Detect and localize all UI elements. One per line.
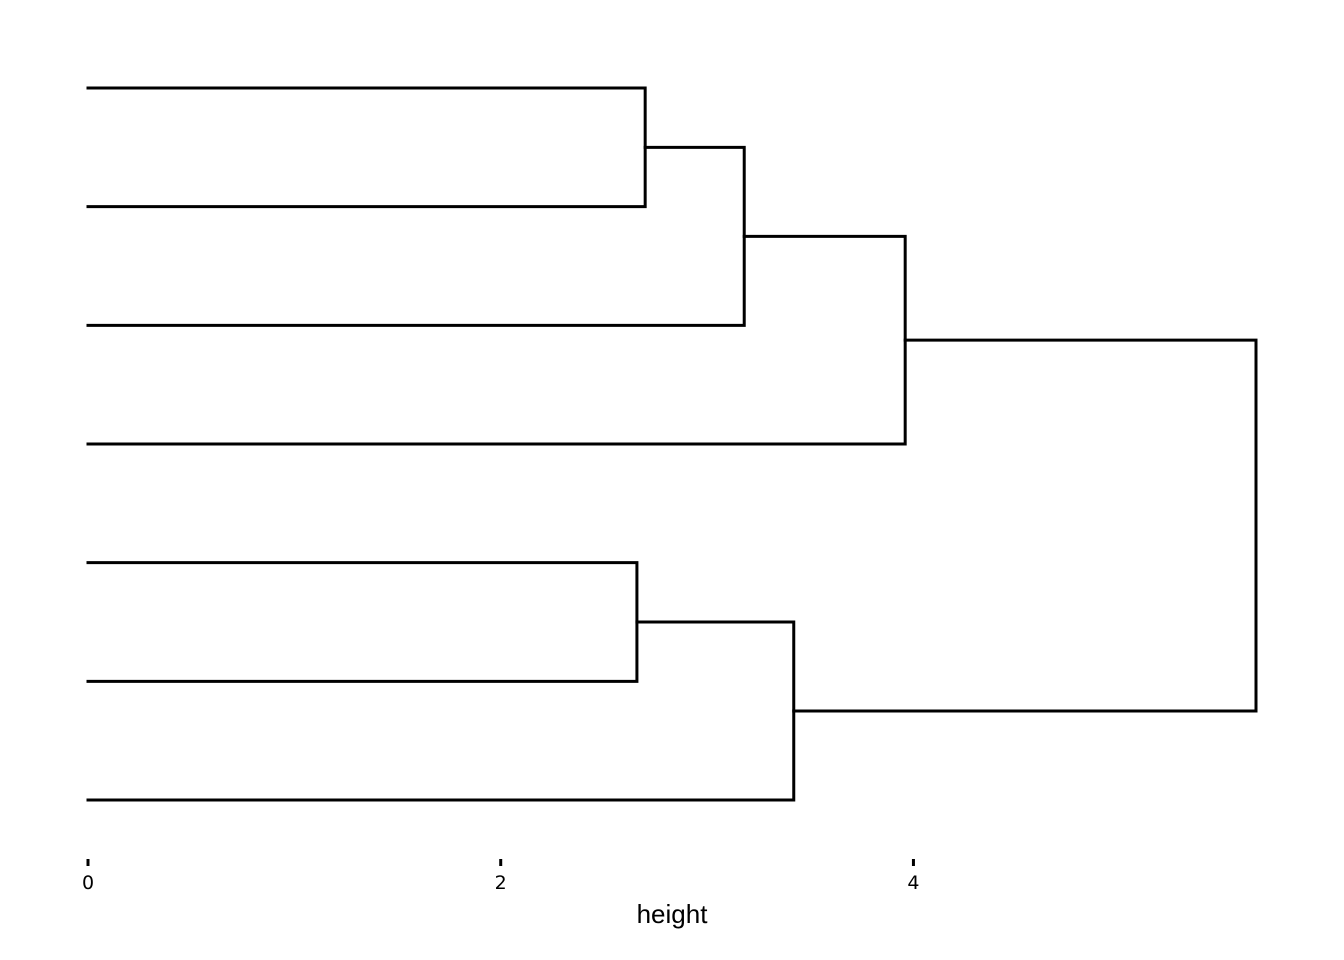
branch-m6 xyxy=(792,338,1258,713)
branch-m1 xyxy=(86,86,647,209)
x-axis-title: height xyxy=(637,899,709,929)
branch-m3 xyxy=(86,234,907,446)
dendrogram-branches xyxy=(86,86,1258,802)
x-tick-label-2: 2 xyxy=(495,872,507,894)
x-tick-label-4: 4 xyxy=(907,872,919,894)
branch-m4 xyxy=(86,561,639,683)
branch-m5 xyxy=(86,620,796,802)
x-axis: 0 2 4 xyxy=(82,859,919,894)
x-tick-label-0: 0 xyxy=(82,872,94,894)
